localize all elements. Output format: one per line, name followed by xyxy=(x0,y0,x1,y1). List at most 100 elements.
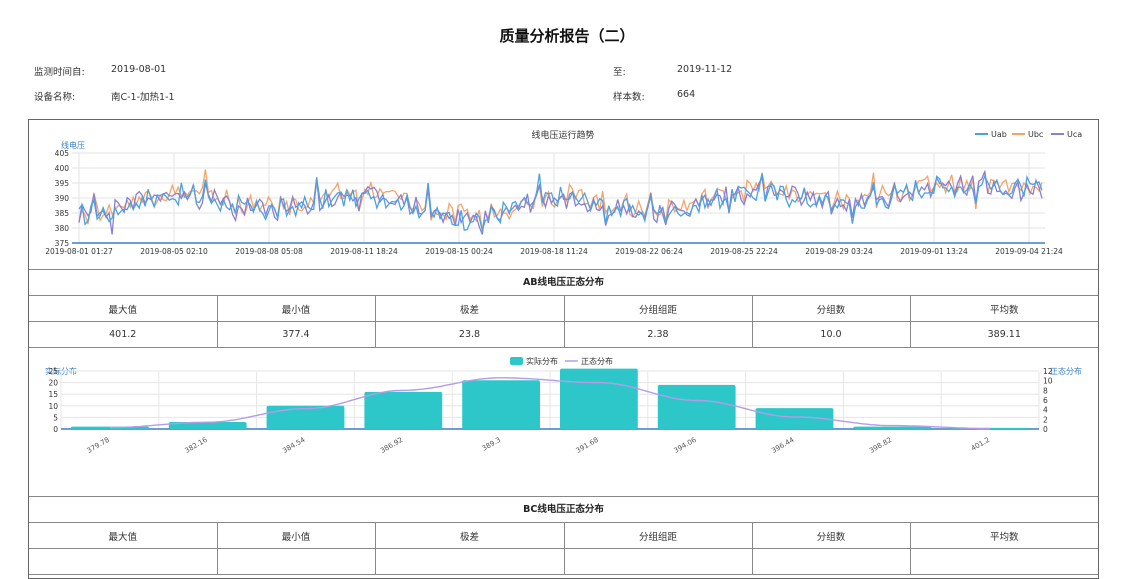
legend-uca-label: Uca xyxy=(1067,130,1082,139)
bc-value-cell xyxy=(217,548,376,575)
bc-header-max: 最大值 xyxy=(29,523,218,549)
hist-y2-tick-label: 4 xyxy=(1043,406,1048,415)
ab-stats-table: 最大值 最小值 极差 分组组距 分组数 平均数 401.2 377.4 23.8… xyxy=(29,296,1098,348)
trend-x-tick-label: 2019-08-11 18:24 xyxy=(330,247,398,256)
hist-y-tick-label: 10 xyxy=(48,402,58,411)
trend-y-tick-label: 395 xyxy=(55,179,70,188)
hist-y2-tick-label: 2 xyxy=(1043,415,1048,424)
hist-bar xyxy=(657,384,736,429)
ab-header-range: 极差 xyxy=(375,296,565,322)
trend-y-tick-label: 375 xyxy=(55,239,70,248)
hist-x-tick-label: 398.82 xyxy=(868,436,893,455)
trend-x-tick-label: 2019-08-05 02:10 xyxy=(140,247,208,256)
hist-y-tick-label: 0 xyxy=(53,425,58,434)
ab-header-groups: 分组数 xyxy=(752,296,911,322)
hist-x-tick-label: 379.78 xyxy=(86,436,111,455)
hist-bar xyxy=(266,405,345,429)
hist-bar xyxy=(755,408,834,429)
trend-y-tick-label: 400 xyxy=(55,164,70,173)
hist-y2-axis-label: 正态分布 xyxy=(1050,366,1082,376)
ab-value-mean: 389.11 xyxy=(910,321,1098,348)
hist-y-tick-label: 15 xyxy=(48,390,58,399)
report-frame: 线电压运行趋势 线电压 375 380 385 390 395 400 405 2019-08-0… xyxy=(28,119,1099,579)
start-time-value: 2019-08-01 xyxy=(111,64,167,75)
hist-bar xyxy=(462,380,540,429)
start-time-label: 监测时间自: xyxy=(34,67,85,78)
trend-x-tick-label: 2019-09-04 21:24 xyxy=(995,247,1063,256)
hist-x-tick-label: 401.2 xyxy=(970,436,991,453)
hist-normal-curve xyxy=(109,377,991,430)
hist-x-tick-label: 382.16 xyxy=(183,436,209,455)
trend-y-tick-label: 405 xyxy=(55,149,70,158)
hist-y2-tick-label: 6 xyxy=(1043,396,1048,405)
trend-y-tick-label: 385 xyxy=(55,209,70,218)
trend-x-tick-label: 2019-09-01 13:24 xyxy=(900,247,968,256)
bc-value-cell xyxy=(375,548,565,575)
trend-x-tick-label: 2019-08-08 05:08 xyxy=(235,247,303,256)
ab-value-max: 401.2 xyxy=(29,321,218,348)
bc-stats-table: 最大值 最小值 极差 分组组距 分组数 平均数 xyxy=(29,523,1098,575)
hist-y2-tick-label: 0 xyxy=(1043,425,1048,434)
bc-stats-header-row: 最大值 最小值 极差 分组组距 分组数 平均数 xyxy=(29,523,1098,549)
legend-actual-swatch xyxy=(510,357,523,365)
hist-x-tick-label: 384.54 xyxy=(281,436,307,455)
hist-bar xyxy=(853,426,932,429)
hist-bar xyxy=(560,368,638,429)
ab-value-range: 23.8 xyxy=(375,321,565,348)
trend-title: 线电压运行趋势 xyxy=(531,129,594,141)
bc-section-title: BC线电压正态分布 xyxy=(29,496,1098,523)
ab-header-mean: 平均数 xyxy=(910,296,1098,322)
trend-x-tick-label: 2019-08-25 22:24 xyxy=(710,247,778,256)
bc-value-cell xyxy=(564,548,753,575)
trend-x-tick-label: 2019-08-22 06:24 xyxy=(615,247,683,256)
hist-x-tick-label: 396.44 xyxy=(770,436,796,455)
trend-series-uab xyxy=(78,173,1043,234)
bc-header-mean: 平均数 xyxy=(910,523,1098,549)
bc-header-min: 最小值 xyxy=(217,523,376,549)
trend-x-tick-label: 2019-08-18 11:24 xyxy=(520,247,588,256)
hist-y-tick-label: 25 xyxy=(48,367,58,376)
ab-section-title: AB线电压正态分布 xyxy=(29,269,1098,296)
trend-x-tick-label: 2019-08-15 00:24 xyxy=(425,247,493,256)
hist-y2-tick-label: 12 xyxy=(1043,367,1053,376)
trend-x-tick-label: 2019-08-01 01:27 xyxy=(45,247,113,256)
trend-y-tick-label: 390 xyxy=(55,194,70,203)
bc-header-groups: 分组数 xyxy=(752,523,911,549)
ab-header-max: 最大值 xyxy=(29,296,218,322)
hist-x-tick-label: 386.92 xyxy=(379,436,404,455)
end-time-label: 至: xyxy=(613,67,626,78)
end-time-value: 2019-11-12 xyxy=(677,64,733,75)
hist-y2-tick-label: 10 xyxy=(1043,377,1053,386)
ab-header-interval: 分组组距 xyxy=(564,296,753,322)
hist-y-tick-label: 5 xyxy=(53,413,58,422)
hist-x-tick-label: 391.68 xyxy=(575,436,600,455)
legend-actual-label: 实际分布 xyxy=(526,356,558,366)
device-name-label: 设备名称: xyxy=(34,92,76,103)
bc-header-interval: 分组组距 xyxy=(564,523,753,549)
bc-value-cell xyxy=(29,548,218,575)
hist-bar xyxy=(364,391,443,429)
hist-y-tick-label: 20 xyxy=(48,379,58,388)
legend-ubc-label: Ubc xyxy=(1028,130,1043,139)
legend-normal-label: 正态分布 xyxy=(581,356,613,366)
hist-y2-tick-label: 8 xyxy=(1043,386,1048,395)
bc-value-cell xyxy=(910,548,1098,575)
sample-count-value: 664 xyxy=(677,89,696,100)
device-name-value: 南C-1-加热1-1 xyxy=(111,92,175,103)
trend-series-uca xyxy=(78,169,1043,235)
hist-x-tick-label: 394.06 xyxy=(672,436,698,455)
trend-y-axis-label: 线电压 xyxy=(61,140,85,150)
ab-stats-header-row: 最大值 最小值 极差 分组组距 分组数 平均数 xyxy=(29,296,1098,322)
hist-x-tick-label: 389.3 xyxy=(481,436,502,453)
ab-stats-value-row: 401.2 377.4 23.8 2.38 10.0 389.11 xyxy=(29,321,1098,348)
legend-uab-label: Uab xyxy=(991,130,1007,139)
ab-value-groups: 10.0 xyxy=(752,321,911,348)
report-title: 质量分析报告（二） xyxy=(499,27,635,45)
hist-bar xyxy=(168,422,247,429)
ab-value-interval: 2.38 xyxy=(564,321,753,348)
trend-y-tick-label: 380 xyxy=(55,224,70,233)
ab-value-min: 377.4 xyxy=(217,321,376,348)
bc-stats-value-row xyxy=(29,548,1098,575)
ab-distribution-chart: 实际分布正态分布实际分布正态分布0510152025024681012379.7… xyxy=(45,356,1082,455)
